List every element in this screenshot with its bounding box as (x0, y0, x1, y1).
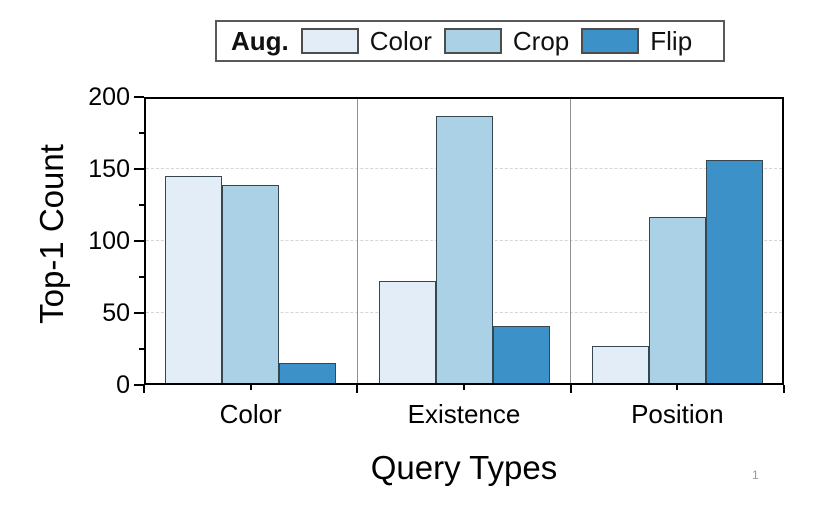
y-tick-0 (134, 384, 144, 386)
x-tick-boundary-0 (143, 385, 145, 393)
legend-label-crop: Crop (512, 25, 570, 56)
x-tick-boundary-2 (569, 385, 572, 393)
bar-position-crop (648, 216, 706, 385)
bar-existence-color (378, 281, 436, 385)
group-separator (569, 97, 572, 385)
legend: Aug. Color Crop Flip (215, 20, 725, 62)
group-separator (356, 97, 359, 385)
y-tick-label-200: 200 (88, 83, 130, 111)
bar-color-color (165, 176, 223, 385)
y-tick-label-150: 150 (88, 155, 130, 183)
y-tick-50 (134, 312, 144, 314)
bar-position-flip (705, 160, 763, 385)
legend-entry-flip: Flip (581, 26, 692, 57)
y-tick-label-50: 50 (102, 299, 130, 327)
bar-existence-flip (492, 325, 550, 385)
x-tick-center-existence (463, 385, 465, 390)
x-tick-boundary-1 (356, 385, 359, 393)
legend-swatch-crop-icon (443, 28, 502, 54)
legend-label-color: Color (369, 25, 432, 56)
y-tick-75 (139, 276, 144, 278)
x-axis-title: Query Types (370, 449, 558, 486)
x-tick-label-position: Position (631, 399, 724, 429)
y-tick-label-100: 100 (88, 227, 130, 255)
legend-swatch-flip-icon (581, 28, 640, 54)
plot-area (144, 97, 784, 385)
x-tick-label-existence: Existence (407, 399, 521, 429)
legend-entry-crop: Crop (443, 25, 570, 57)
x-tick-center-color (249, 385, 252, 390)
y-tick-100 (134, 240, 144, 242)
bar-color-flip (279, 363, 337, 385)
legend-title: Aug. (231, 25, 289, 56)
x-tick-label-color: Color (219, 399, 282, 429)
bar-color-crop (222, 184, 280, 385)
x-tick-center-position (676, 385, 679, 390)
bar-position-color (591, 346, 649, 385)
y-tick-label-0: 0 (116, 371, 130, 399)
page-number: 1 (752, 468, 759, 482)
y-tick-175 (139, 132, 144, 134)
legend-swatch-color-icon (300, 28, 359, 54)
bar-existence-crop (435, 115, 493, 385)
legend-entry-color: Color (300, 25, 432, 57)
y-tick-125 (139, 204, 144, 206)
legend-label-flip: Flip (650, 25, 693, 56)
y-tick-25 (139, 348, 144, 350)
y-tick-200 (134, 96, 144, 98)
x-tick-boundary-3 (783, 385, 785, 393)
y-tick-150 (134, 168, 144, 170)
